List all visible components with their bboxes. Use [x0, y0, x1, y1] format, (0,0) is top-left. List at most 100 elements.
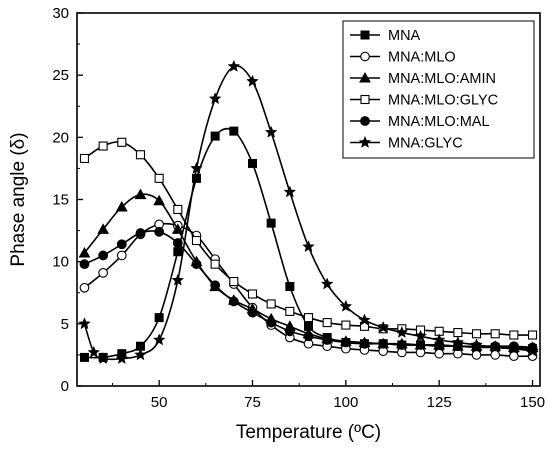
data-point [173, 247, 183, 257]
data-point [97, 223, 110, 234]
data-point [246, 74, 259, 87]
data-point [247, 289, 258, 299]
data-point [116, 239, 127, 250]
data-point [134, 188, 147, 200]
legend-marker [358, 135, 372, 148]
legend-label: MNA:MLO:GLYC [388, 93, 498, 109]
axes-layer: 50 75 100 125 150 0 5 10 15 20 25 30 [52, 5, 545, 411]
legend-entry: MNA:MLO:GLYC [350, 93, 498, 109]
data-point [154, 173, 164, 183]
data-point [98, 141, 108, 151]
legend-label: MNA:MLO:MAL [388, 114, 490, 130]
series-line [84, 141, 533, 336]
data-point [303, 331, 314, 342]
data-point [98, 250, 109, 261]
series-layer [78, 59, 539, 365]
data-point [395, 325, 409, 338]
data-point [434, 348, 445, 359]
data-point [79, 153, 90, 164]
data-point [210, 131, 220, 141]
data-point [79, 352, 89, 362]
data-point [115, 200, 128, 212]
x-tick-label: 125 [427, 394, 452, 411]
legend-marker [360, 30, 370, 40]
data-point [359, 338, 370, 349]
data-point [135, 228, 146, 238]
data-point [266, 218, 276, 228]
data-point [247, 307, 258, 318]
x-axis-label: Temperature (ºC) [236, 422, 381, 443]
data-point [414, 329, 427, 342]
data-point [285, 282, 295, 292]
data-point [285, 306, 295, 316]
data-point [154, 313, 164, 323]
data-point [509, 330, 519, 340]
data-point [339, 299, 353, 312]
y-tick-label: 30 [52, 5, 69, 22]
data-point [320, 277, 334, 290]
data-point [78, 246, 91, 258]
legend-marker [359, 71, 371, 83]
data-point [432, 333, 446, 346]
y-tick-label: 5 [61, 316, 69, 333]
legend-box [342, 20, 535, 159]
data-point [191, 259, 202, 270]
data-point [358, 313, 371, 326]
data-point [152, 333, 166, 346]
data-point [302, 240, 315, 253]
x-tick-label: 100 [333, 394, 358, 411]
series-4 [79, 137, 538, 340]
data-point [341, 320, 351, 330]
x-tick-label: 150 [520, 394, 545, 411]
data-point [490, 329, 500, 339]
y-tick-label: 15 [52, 192, 69, 209]
data-point [210, 259, 220, 269]
data-point [171, 223, 184, 234]
data-point [378, 338, 389, 349]
data-point [208, 92, 222, 105]
data-point [171, 273, 185, 286]
data-point [264, 125, 278, 138]
data-point [116, 250, 127, 261]
legend-marker [360, 51, 370, 62]
data-point [322, 318, 332, 328]
data-point [79, 282, 90, 293]
data-point [266, 317, 277, 328]
data-point [154, 226, 165, 237]
data-point [96, 351, 110, 365]
data-point [117, 137, 127, 147]
data-point [115, 351, 129, 365]
data-point [173, 204, 183, 214]
data-point [471, 329, 482, 339]
data-point [507, 342, 521, 355]
data-point [526, 344, 539, 357]
data-point [210, 280, 221, 291]
legend-label: MNA:MLO:AMIN [388, 71, 496, 87]
data-point [228, 296, 239, 307]
data-point [322, 335, 333, 345]
legend-label: MNA:GLYC [388, 136, 463, 152]
legend-label: MNA:MLO [388, 50, 456, 66]
data-point [172, 238, 183, 248]
data-point [527, 330, 538, 340]
legend-marker [360, 116, 370, 126]
data-point [98, 268, 108, 278]
data-point [471, 350, 482, 360]
data-point [229, 277, 239, 287]
data-point [134, 348, 147, 361]
data-point [191, 173, 201, 183]
data-point [247, 158, 257, 168]
data-point [229, 126, 239, 136]
data-point [340, 337, 351, 348]
data-point [283, 185, 297, 198]
data-point [78, 317, 91, 330]
data-point [303, 313, 314, 323]
data-point [87, 345, 101, 358]
data-point [376, 320, 390, 333]
legend-entry: MNA:MLO:MAL [350, 114, 490, 130]
data-point [453, 327, 463, 338]
data-point [284, 326, 295, 337]
data-point [415, 340, 426, 350]
legend-marker [360, 94, 370, 105]
